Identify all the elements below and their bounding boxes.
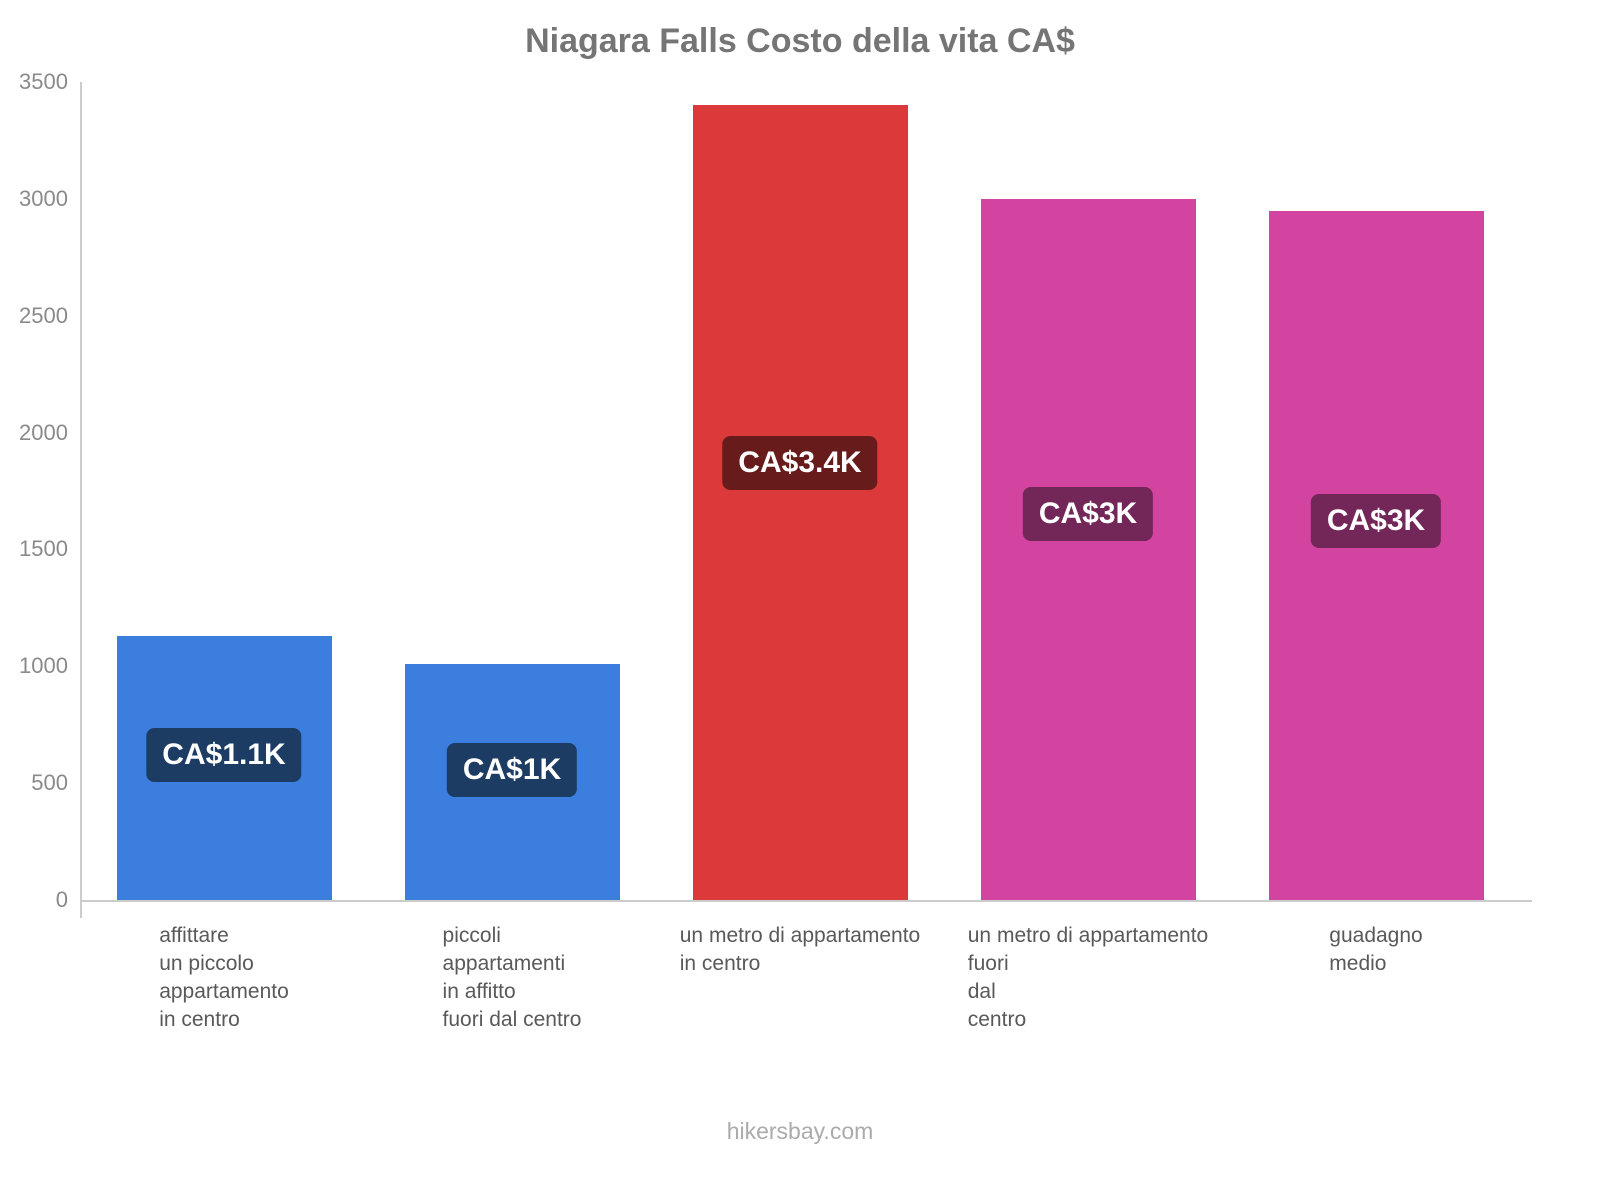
y-tick-label: 1000 bbox=[19, 653, 68, 679]
bar-value-badge: CA$3K bbox=[1310, 493, 1442, 548]
bar-2: CA$3.4K bbox=[692, 105, 908, 900]
bar-value-badge: CA$1.1K bbox=[146, 727, 302, 782]
x-category-label: guadagno medio bbox=[1329, 924, 1423, 975]
y-tick-label: 3000 bbox=[19, 185, 68, 211]
x-category-label: un metro di appartamento in centro bbox=[679, 924, 921, 975]
x-category-label: affittare un piccolo appartamento in cen… bbox=[159, 924, 289, 1031]
bar-3: CA$3K bbox=[980, 198, 1196, 900]
bar-0: CA$1.1K bbox=[116, 635, 332, 900]
bar-value-badge: CA$3.4K bbox=[722, 435, 878, 490]
y-tick-label: 1500 bbox=[19, 536, 68, 562]
bar-1: CA$1K bbox=[404, 663, 620, 900]
x-category-label: piccoli appartamenti in affitto fuori da… bbox=[442, 924, 582, 1031]
x-category-label: un metro di appartamento fuori dal centr… bbox=[967, 924, 1209, 1031]
y-tick-label: 3500 bbox=[19, 69, 68, 94]
x-axis-line bbox=[80, 900, 1532, 902]
y-tick-label: 2000 bbox=[19, 419, 68, 445]
bar-value-badge: CA$3K bbox=[1022, 487, 1154, 542]
bar-4: CA$3K bbox=[1268, 210, 1484, 900]
bar-value-badge: CA$1K bbox=[446, 743, 578, 798]
y-tick-label: 0 bbox=[55, 887, 68, 912]
y-tick-label: 500 bbox=[31, 770, 68, 796]
chart-title: Niagara Falls Costo della vita CA$ bbox=[525, 22, 1075, 60]
y-axis-line bbox=[80, 82, 82, 918]
y-tick-label: 2500 bbox=[19, 302, 68, 328]
watermark-text: hikersbay.com bbox=[726, 1118, 874, 1144]
